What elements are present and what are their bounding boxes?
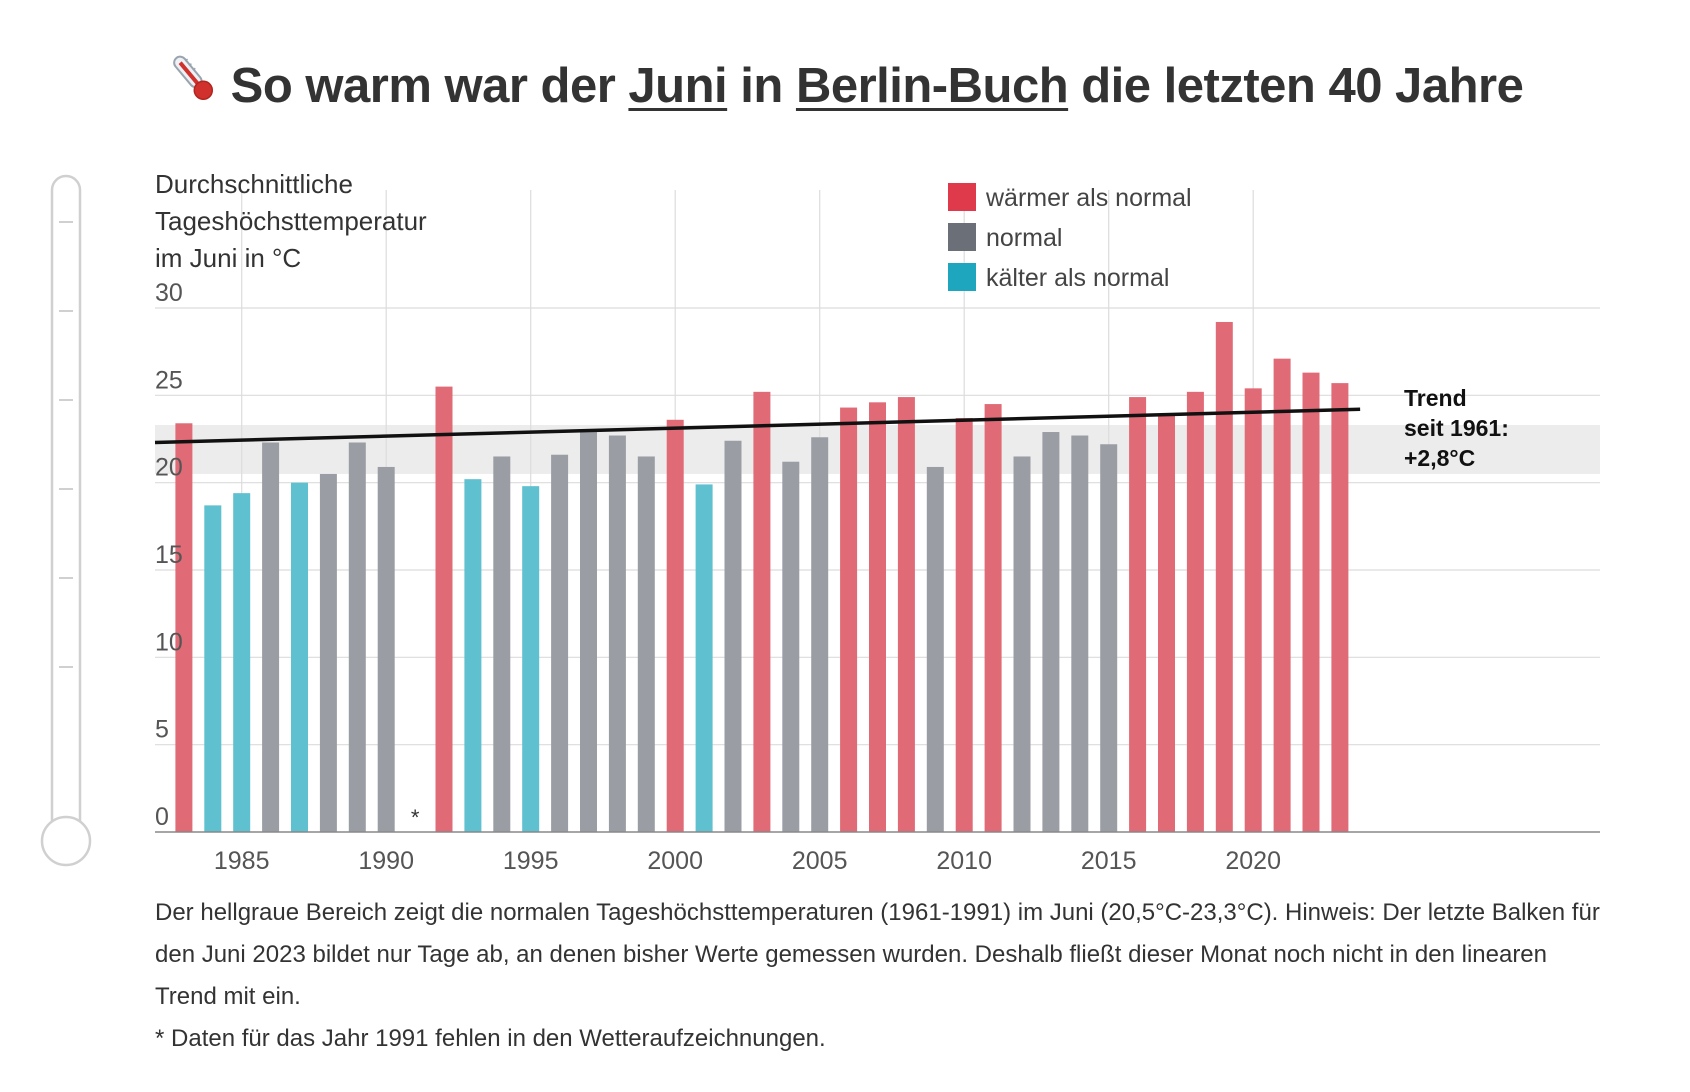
y-tick-label: 15 [155,541,183,569]
footnote: Der hellgraue Bereich zeigt die normalen… [155,892,1615,1060]
bar-1988 [319,473,337,832]
y-tick-label: 10 [155,628,183,656]
title-month: Juni [628,59,728,113]
bar-1992 [435,386,453,832]
bar-2010 [955,418,973,832]
trend-line [154,407,1361,445]
x-tick-label: 2020 [1225,847,1281,875]
bar-1986 [262,442,280,832]
bar-2017 [1158,414,1175,832]
bar-1997 [580,432,597,832]
bar-1996 [551,454,569,832]
legend-label-normal: normal [986,224,1063,252]
bar-1998 [608,435,626,832]
bar-1999 [637,456,655,832]
bar-2006 [840,407,858,832]
thermometer-bulb [40,815,92,867]
bar-2015 [1100,444,1118,832]
x-tick-label: 1990 [358,847,414,875]
bar-1995 [522,486,540,832]
y-axis-label: Durchschnittliche Tageshöchsttemperatur … [155,169,427,273]
legend-label-warm: wärmer als normal [986,184,1192,212]
bar-2003 [753,391,771,832]
bar-2016 [1129,397,1147,832]
bar-1985 [233,493,251,832]
legend-swatch-warm [948,183,976,211]
bar-2001 [695,484,713,832]
bar-2020 [1244,388,1262,832]
title-text-post: die letzten 40 Jahre [1068,59,1524,113]
bar-2009 [926,466,944,832]
legend-item-warm: wärmer als normal [948,183,1192,213]
bar-2023 [1331,383,1349,832]
chart-title: So warm war der Juni in Berlin-Buch die … [0,50,1690,114]
legend-swatch-cold [948,263,976,291]
bar-1993 [464,479,482,832]
y-tick-label: 20 [155,454,183,482]
x-tick-label: 2005 [792,847,848,875]
bar-2021 [1273,358,1291,832]
bar-1987 [291,482,308,832]
legend-item-normal: normal [948,223,1062,253]
legend-label-cold: kälter als normal [986,264,1170,292]
x-tick-label: 2000 [647,847,703,875]
y-tick-label: 0 [155,803,169,831]
bar-2012 [1013,456,1031,832]
legend-item-cold: kälter als normal [948,263,1169,293]
footnote-missing: * Daten für das Jahr 1991 fehlen in den … [155,1025,826,1052]
title-text-pre: So warm war der [230,59,629,113]
legend-swatch-normal [948,223,976,251]
bar-2014 [1071,435,1089,832]
bar-2019 [1215,321,1233,832]
bar-2011 [984,404,1002,832]
missing-marker-1991: * [411,805,420,830]
bar-2004 [782,461,800,832]
bar-2013 [1042,432,1060,832]
bar-2000 [666,419,684,832]
x-tick-label: 1985 [214,847,270,875]
x-tick-label: 2010 [936,847,992,875]
x-tick-label: 1995 [503,847,559,875]
y-tick-label: 5 [155,716,169,744]
thermometer-outline [50,174,82,838]
bar-1984 [204,505,222,832]
thermometer-icon [172,55,213,101]
bar-2002 [724,440,742,832]
bar-2018 [1186,391,1204,832]
bar-2005 [811,437,829,832]
x-tick-label: 2015 [1081,847,1137,875]
trend-label: Trend seit 1961: +2,8°C [1404,385,1509,471]
y-tick-label: 25 [155,366,183,394]
footnote-main: Der hellgraue Bereich zeigt die normalen… [155,899,1600,1010]
bar-1983 [175,423,193,832]
y-tick-label: 30 [155,279,183,307]
bar-1990 [377,466,395,832]
bar-2022 [1302,372,1320,832]
title-place: Berlin-Buch [795,59,1069,113]
title-text-mid: in [727,59,796,113]
bar-2008 [897,397,915,832]
bar-1994 [493,456,511,832]
bar-1989 [348,442,366,832]
bar-2007 [869,402,886,832]
